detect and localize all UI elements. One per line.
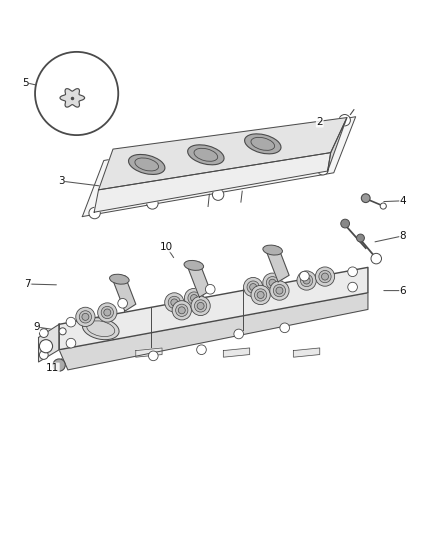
Circle shape (276, 287, 283, 294)
Circle shape (191, 295, 198, 302)
Circle shape (263, 273, 282, 292)
Circle shape (39, 329, 48, 337)
Circle shape (361, 194, 370, 203)
Circle shape (197, 302, 204, 310)
Text: 10: 10 (160, 242, 173, 252)
Circle shape (39, 340, 53, 353)
Polygon shape (188, 262, 210, 297)
Ellipse shape (184, 261, 204, 270)
Circle shape (191, 296, 210, 316)
Polygon shape (99, 118, 347, 190)
Polygon shape (60, 88, 85, 107)
Circle shape (165, 293, 184, 312)
Circle shape (197, 345, 206, 354)
Circle shape (66, 317, 76, 327)
Circle shape (118, 298, 127, 308)
Circle shape (270, 281, 289, 300)
Circle shape (254, 289, 267, 301)
Ellipse shape (128, 155, 165, 174)
Circle shape (176, 304, 188, 317)
Polygon shape (293, 348, 320, 357)
Circle shape (300, 271, 309, 281)
Polygon shape (136, 348, 162, 357)
Circle shape (357, 234, 364, 242)
Circle shape (348, 267, 357, 277)
Circle shape (250, 284, 257, 290)
Circle shape (194, 300, 207, 312)
Polygon shape (59, 293, 368, 370)
Circle shape (257, 292, 264, 298)
Circle shape (82, 313, 89, 320)
Circle shape (110, 158, 122, 169)
Circle shape (76, 307, 95, 327)
Circle shape (53, 359, 65, 371)
Text: 8: 8 (399, 231, 406, 241)
Circle shape (104, 309, 111, 316)
Ellipse shape (187, 145, 224, 165)
Text: 2: 2 (316, 117, 323, 127)
Circle shape (371, 253, 381, 264)
Circle shape (321, 273, 328, 280)
Circle shape (244, 278, 263, 297)
Circle shape (348, 282, 357, 292)
Circle shape (234, 329, 244, 339)
Circle shape (269, 279, 276, 286)
Text: 6: 6 (399, 286, 406, 296)
Circle shape (147, 198, 158, 209)
Circle shape (98, 303, 117, 322)
Circle shape (59, 328, 66, 335)
Circle shape (89, 207, 100, 219)
Circle shape (317, 164, 328, 175)
Circle shape (297, 271, 316, 290)
Polygon shape (114, 276, 136, 311)
Circle shape (266, 277, 279, 289)
Circle shape (101, 306, 113, 319)
Circle shape (205, 285, 215, 294)
Circle shape (178, 307, 185, 314)
Circle shape (212, 189, 224, 200)
Polygon shape (328, 118, 347, 171)
Polygon shape (82, 117, 356, 216)
Circle shape (247, 281, 259, 293)
Text: 11: 11 (46, 363, 59, 373)
Circle shape (66, 338, 76, 348)
Circle shape (251, 285, 270, 304)
Ellipse shape (244, 134, 281, 154)
Ellipse shape (82, 318, 119, 340)
Ellipse shape (263, 245, 283, 255)
Circle shape (300, 274, 313, 287)
Polygon shape (39, 324, 59, 362)
Circle shape (188, 292, 200, 304)
Circle shape (168, 296, 180, 309)
Text: 9: 9 (33, 322, 40, 332)
Circle shape (339, 115, 350, 126)
Text: 4: 4 (399, 196, 406, 206)
Polygon shape (94, 152, 331, 212)
Circle shape (35, 52, 118, 135)
Circle shape (172, 301, 191, 320)
Circle shape (380, 203, 386, 209)
Circle shape (319, 270, 331, 282)
Circle shape (39, 351, 48, 359)
Circle shape (148, 351, 158, 361)
Circle shape (280, 323, 290, 333)
Polygon shape (267, 247, 289, 282)
Circle shape (273, 285, 286, 297)
Polygon shape (59, 268, 368, 350)
Text: 3: 3 (58, 176, 65, 186)
Circle shape (79, 311, 92, 323)
Circle shape (184, 288, 204, 308)
Circle shape (171, 299, 178, 306)
Circle shape (341, 219, 350, 228)
Text: 5: 5 (22, 77, 29, 87)
Text: 7: 7 (24, 279, 31, 289)
Polygon shape (223, 348, 250, 357)
Circle shape (315, 267, 335, 286)
Ellipse shape (110, 274, 129, 284)
Circle shape (303, 277, 310, 284)
